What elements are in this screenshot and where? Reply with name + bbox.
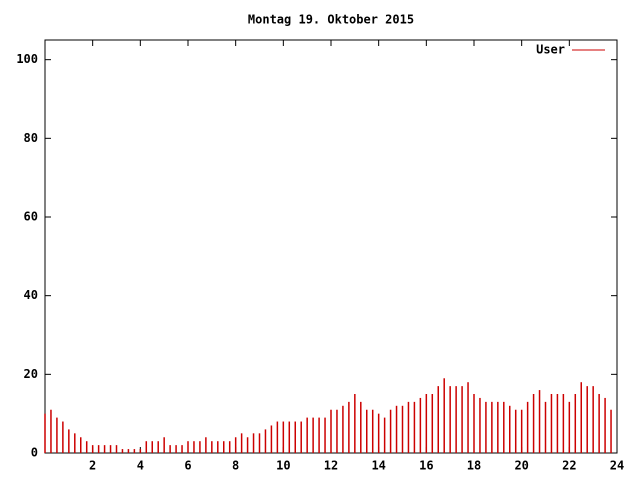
y-tick-label: 80 — [24, 131, 38, 145]
x-tick-label: 4 — [137, 459, 144, 473]
x-tick-label: 14 — [371, 459, 385, 473]
x-tick-label: 12 — [324, 459, 338, 473]
legend-label: User — [536, 43, 565, 57]
y-tick-label: 100 — [16, 52, 38, 66]
x-tick-label: 20 — [514, 459, 528, 473]
y-tick-label: 40 — [24, 288, 38, 302]
x-tick-label: 22 — [562, 459, 576, 473]
x-tick-label: 18 — [467, 459, 481, 473]
x-tick-label: 2 — [89, 459, 96, 473]
x-tick-label: 10 — [276, 459, 290, 473]
x-tick-label: 6 — [184, 459, 191, 473]
y-tick-label: 20 — [24, 367, 38, 381]
y-tick-label: 60 — [24, 210, 38, 224]
chart-title: Montag 19. Oktober 2015 — [248, 13, 414, 27]
x-tick-label: 16 — [419, 459, 433, 473]
x-tick-label: 8 — [232, 459, 239, 473]
y-tick-label: 0 — [31, 446, 38, 460]
x-tick-label: 24 — [610, 459, 624, 473]
